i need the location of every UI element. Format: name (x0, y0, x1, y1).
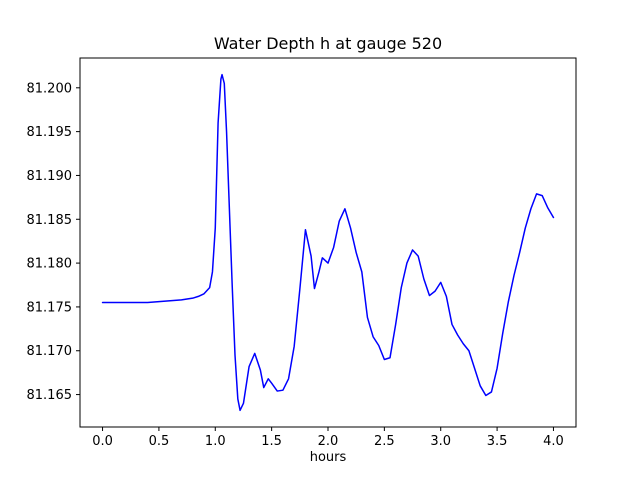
x-tick-label: 0.0 (92, 434, 113, 449)
axes-frame (79, 57, 577, 428)
x-tick-label: 1.0 (205, 434, 226, 449)
chart-title: Water Depth h at gauge 520 (213, 34, 443, 53)
x-tick-label: 4.0 (543, 434, 564, 449)
y-tick-label: 81.200 (27, 81, 73, 96)
depth-series-line (101, 73, 555, 412)
x-tick-label: 1.5 (261, 434, 282, 449)
x-tick-label: 2.5 (374, 434, 395, 449)
y-tick-label: 81.170 (27, 344, 73, 359)
y-tick-label: 81.175 (27, 300, 73, 315)
x-tick-label: 3.5 (487, 434, 508, 449)
y-tick-label: 81.195 (27, 125, 73, 140)
y-tick-label: 81.190 (27, 169, 73, 184)
y-tick-label: 81.180 (27, 257, 73, 272)
y-tick-label: 81.185 (27, 213, 73, 228)
y-tick-label: 81.165 (27, 388, 73, 403)
x-axis-label: hours (309, 450, 347, 465)
x-tick-label: 3.0 (430, 434, 451, 449)
x-tick-label: 2.0 (318, 434, 339, 449)
x-tick-label: 0.5 (149, 434, 170, 449)
